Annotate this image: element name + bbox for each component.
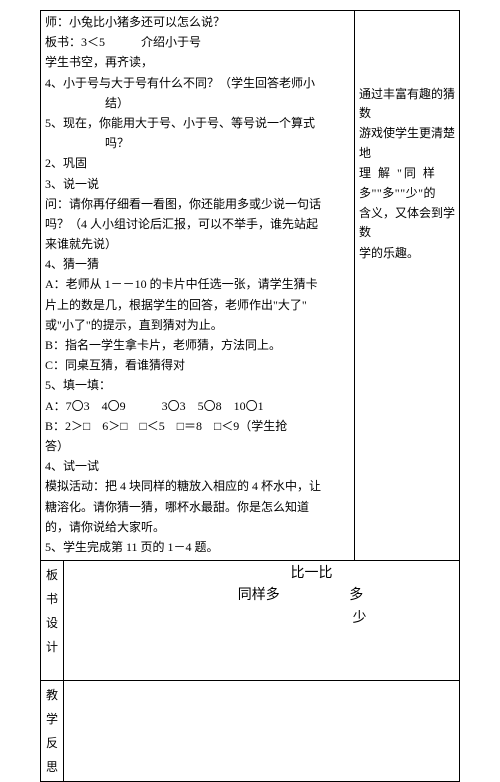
sidebar-line: 学的乐趣。 xyxy=(359,244,455,263)
board-title: 比一比 xyxy=(68,563,455,585)
sidebar-line: 理 解 "同 样 xyxy=(359,164,455,183)
lesson-line: 4、试一试 xyxy=(45,457,350,476)
lesson-line: 片上的数是几，根据学生的回答，老师作出"大了" xyxy=(45,296,350,315)
lesson-plan-table: 师：小兔比小猪多还可以怎么说？ 板书：3＜5 介绍小于号 学生书空，再齐读， 4… xyxy=(40,10,460,782)
lesson-line: 4、猜一猜 xyxy=(45,255,350,274)
reflection-content xyxy=(64,681,460,782)
lesson-line: 问：请你再仔细看一看图，你还能用多或少说一句话 xyxy=(45,195,350,214)
board-row2: 少 xyxy=(68,608,455,630)
lesson-line: 5、学生完成第 11 页的 1－4 题。 xyxy=(45,538,350,557)
sidebar-line: 游戏使学生更清楚地 xyxy=(359,124,455,162)
lesson-line: 来谁就先说） xyxy=(45,235,350,254)
lesson-line: 答） xyxy=(45,437,350,456)
board-row1-left: 同样多 xyxy=(160,585,280,607)
lesson-line: 板书：3＜5 介绍小于号 xyxy=(45,33,350,52)
lesson-line: C：同桌互猜，看谁猜得对 xyxy=(45,356,350,375)
sidebar-line: 含义，又体会到学数 xyxy=(359,204,455,242)
board-design-label: 板书设计 xyxy=(45,563,59,659)
lesson-line: 吗？（4 人小组讨论后汇报，可以不举手，谁先站起 xyxy=(45,215,350,234)
lesson-line: 的，请你说给大家听。 xyxy=(45,518,350,537)
lesson-line: 3、说一说 xyxy=(45,175,350,194)
lesson-line: B：指名一学生拿卡片，老师猜，方法同上。 xyxy=(45,336,350,355)
lesson-line: 5、现在，你能用大于号、小于号、等号说一个算式 xyxy=(45,114,350,133)
lesson-line: 5、填一填： xyxy=(45,376,350,395)
sidebar-line: 通过丰富有趣的猜数 xyxy=(359,85,455,123)
lesson-line: 2、巩固 xyxy=(45,154,350,173)
lesson-content-cell: 师：小兔比小猪多还可以怎么说？ 板书：3＜5 介绍小于号 学生书空，再齐读， 4… xyxy=(41,11,355,561)
lesson-line: 学生书空，再齐读， xyxy=(45,53,350,72)
sidebar-cell: 通过丰富有趣的猜数 游戏使学生更清楚地 理 解 "同 样 多""多""少"的 含… xyxy=(355,11,460,561)
lesson-line: 或"小了"的提示，直到猜对为止。 xyxy=(45,316,350,335)
lesson-line: 4、小于号与大于号有什么不同？（学生回答老师小 xyxy=(45,74,350,93)
lesson-line: 糖溶化。请你猜一猜，哪杯水最甜。你是怎么知道 xyxy=(45,498,350,517)
lesson-line: 吗？ xyxy=(45,134,350,153)
lesson-line: A：老师从 1－－10 的卡片中任选一张，请学生猜卡 xyxy=(45,275,350,294)
board-row1: 同样多 多 xyxy=(68,585,455,607)
board-design-label-cell: 板书设计 xyxy=(41,561,64,681)
board-row1-right: 多 xyxy=(283,585,363,607)
reflection-label-cell: 教学反思 xyxy=(41,681,64,782)
lesson-line: B：2＞□ 6＞□ □＜5 □＝8 □＜9（学生抢 xyxy=(45,417,350,436)
board-design-content: 比一比 同样多 多 少 xyxy=(64,561,460,681)
reflection-label: 教学反思 xyxy=(45,683,59,779)
sidebar-line: 多""多""少"的 xyxy=(359,184,455,203)
lesson-line: 师：小兔比小猪多还可以怎么说？ xyxy=(45,13,350,32)
lesson-line: 结） xyxy=(45,94,350,113)
lesson-line: A：7〇3 4〇9 3〇3 5〇8 10〇1 xyxy=(45,397,350,416)
lesson-line: 模拟活动：把 4 块同样的糖放入相应的 4 杯水中，让 xyxy=(45,477,350,496)
